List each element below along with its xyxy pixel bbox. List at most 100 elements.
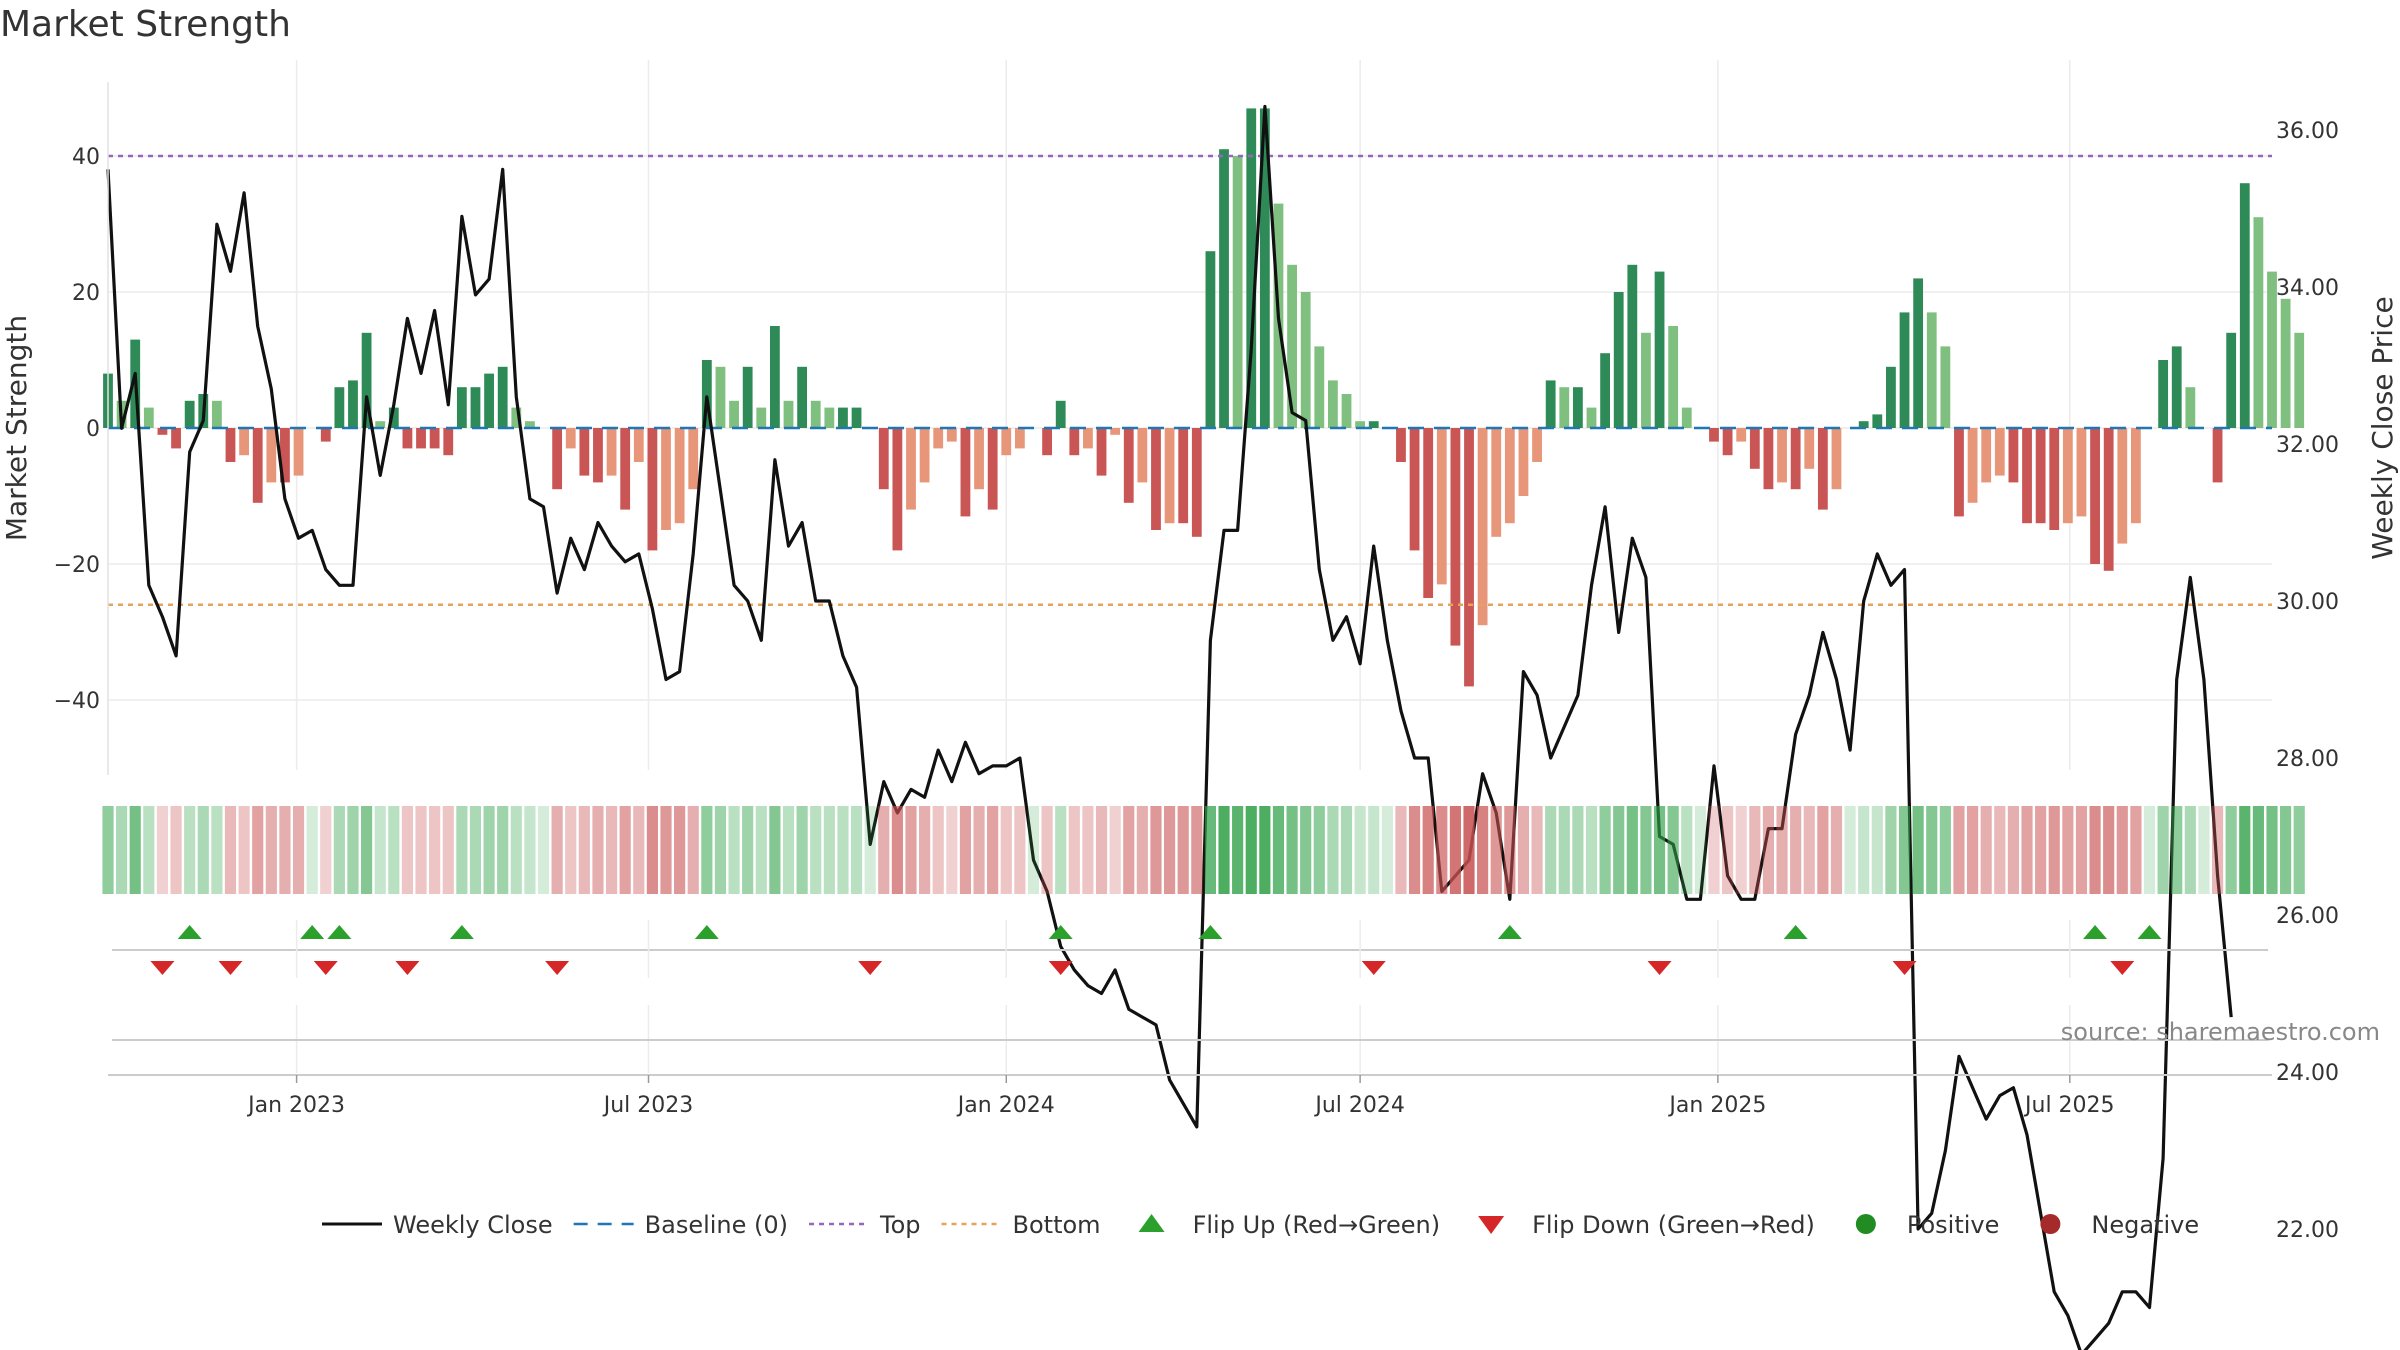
empty-panel (112, 1005, 2268, 1073)
strength-heatstrip (102, 806, 2305, 894)
strength-bar (388, 407, 399, 428)
heat-cell (306, 806, 318, 894)
flip-up-marker (1048, 925, 1073, 939)
strength-bar (1137, 428, 1148, 483)
strength-bar (715, 366, 726, 428)
heat-cell (578, 806, 590, 894)
strength-bar (266, 428, 277, 483)
heat-cell (1953, 806, 1965, 894)
left-tick-label: −20 (54, 553, 100, 578)
legend-swatch-circle (2040, 1214, 2061, 1234)
flip-down-marker (1892, 961, 1917, 975)
strength-bar (1831, 428, 1842, 490)
heat-cell (2103, 806, 2115, 894)
heat-cell (2252, 806, 2264, 894)
strength-bar (2171, 346, 2182, 428)
heat-cell (1762, 806, 1775, 894)
heat-cell (837, 806, 849, 894)
strength-bar (1545, 380, 1556, 428)
heat-cell (1245, 806, 1257, 894)
strength-bar (1872, 414, 1883, 428)
heat-cell (1368, 806, 1380, 894)
strength-bar (1219, 149, 1229, 428)
strength-bar (1627, 264, 1638, 428)
heat-cell (1626, 806, 1638, 894)
heat-cell (1272, 806, 1285, 894)
heat-cell (279, 806, 291, 894)
strength-bar (1083, 428, 1093, 449)
heat-cell (1558, 806, 1570, 894)
strength-bar (1790, 428, 1801, 490)
heat-cell (959, 806, 972, 894)
heat-cell (1912, 806, 1924, 894)
heat-cell (537, 806, 550, 894)
legend: Weekly Close Baseline (0) Top Bottom Flip Up… (322, 1211, 2199, 1239)
strength-bar (1259, 108, 1270, 429)
strength-bar (1328, 380, 1338, 428)
strength-bar (919, 428, 930, 483)
heat-cell (769, 806, 781, 894)
heat-cell (2143, 806, 2156, 894)
strength-bar (143, 407, 154, 428)
strength-bar (1763, 428, 1774, 490)
strength-bar (1613, 292, 1624, 428)
flip-down-marker (2110, 961, 2135, 975)
strength-bar (443, 428, 454, 456)
strength-bar (2103, 428, 2114, 571)
x-tick-label: Jan 2025 (1667, 1093, 1766, 1118)
flip-up-marker (449, 925, 474, 939)
heat-cell (1095, 806, 1108, 894)
heat-cell (605, 806, 618, 894)
legend-item: Baseline (0) (573, 1211, 788, 1239)
strength-bar (810, 400, 821, 428)
heat-cell (1939, 806, 1951, 894)
strength-bar (1899, 312, 1910, 428)
heat-cell (156, 806, 169, 894)
heat-cell (565, 806, 577, 894)
strength-bar (2253, 217, 2264, 428)
heat-cell (1354, 806, 1366, 894)
x-tick-label: Jul 2023 (602, 1093, 694, 1118)
legend-label: Baseline (0) (645, 1211, 788, 1239)
legend-label: Top (879, 1211, 921, 1239)
heat-cell (1694, 806, 1706, 894)
heat-cell (2266, 806, 2278, 894)
strength-bar (1178, 428, 1189, 524)
strength-bar (661, 428, 671, 530)
strength-bar (157, 428, 168, 435)
heat-cell (1858, 806, 1870, 894)
heat-cell (510, 806, 522, 894)
left-tick-label: 20 (72, 281, 100, 306)
strength-bar (892, 428, 903, 551)
right-tick-label: 34.00 (2276, 276, 2339, 301)
right-tick-label: 28.00 (2276, 747, 2339, 772)
strength-bar (2022, 428, 2032, 524)
legend-item: Flip Up (Red→Green) (1138, 1211, 1440, 1239)
strength-bar (1886, 366, 1896, 428)
heat-cell (1313, 806, 1325, 894)
heat-cell (674, 806, 686, 894)
heat-cell (1436, 806, 1448, 894)
heat-cell (1830, 806, 1843, 894)
strength-bar (1396, 428, 1406, 462)
flip-up-marker (2137, 925, 2162, 939)
heat-cell (1477, 806, 1489, 894)
heat-cell (401, 806, 414, 894)
strength-bar (416, 428, 426, 449)
strength-bar (2226, 332, 2237, 428)
strength-bar (729, 400, 739, 428)
heat-cell (524, 806, 536, 894)
strength-bar (2130, 428, 2141, 524)
heat-cell (592, 806, 604, 894)
flip-up-marker (177, 925, 202, 939)
strength-bar (348, 380, 358, 428)
heat-cell (2048, 806, 2060, 894)
heat-cell (646, 806, 658, 894)
strength-bar (1436, 428, 1447, 585)
strength-bar (838, 407, 848, 428)
heat-cell (551, 806, 563, 894)
left-tick-label: 40 (72, 145, 100, 170)
strength-bar (1954, 428, 1964, 517)
heat-cell (660, 806, 672, 894)
heat-cell (1000, 806, 1012, 894)
